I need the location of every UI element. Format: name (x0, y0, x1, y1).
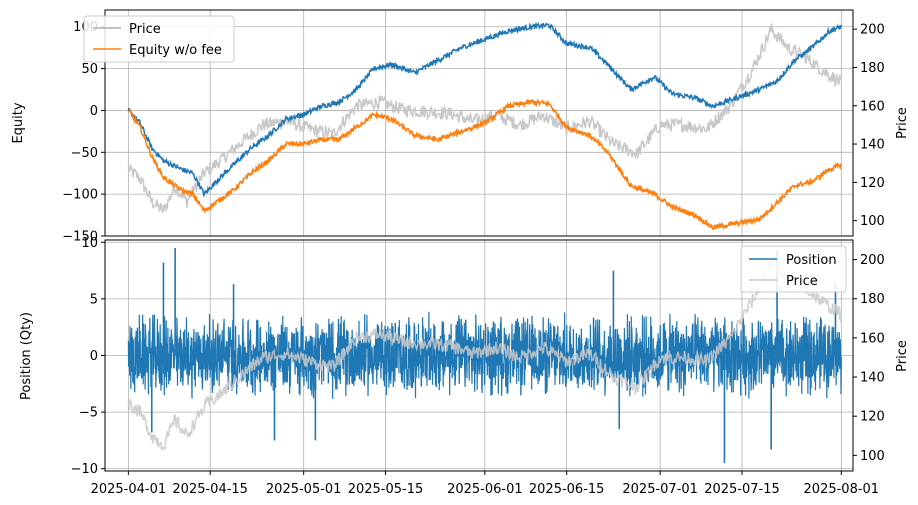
x-tick-label: 2025-06-01 (447, 482, 523, 497)
y-right-tick-label: 180 (860, 61, 885, 76)
x-tick-label: 2025-04-15 (172, 482, 248, 497)
equity-line (127, 21, 843, 198)
position-ticks: 10 5 0 −5 −10 200 180 160 140 120 100 (71, 236, 885, 477)
y-tick-label: −50 (71, 146, 98, 161)
x-tick-label: 2025-05-15 (348, 482, 424, 497)
legend-equity-wo-fee-label: Equity w/o fee (129, 43, 222, 58)
y-right-tick-label: 180 (860, 292, 885, 307)
y-right-tick-label: 160 (860, 331, 885, 346)
y-right-tick-label: 100 (860, 449, 885, 464)
position-right-y-label: Price (895, 340, 910, 372)
y-right-tick-label: 140 (860, 371, 885, 386)
y-tick-label: −10 (71, 462, 98, 477)
x-tick-label: 2025-07-15 (704, 482, 780, 497)
x-tick-label: 2025-07-01 (622, 482, 698, 497)
x-tick-label: 2025-06-15 (529, 482, 605, 497)
legend-price-label-bottom: Price (786, 274, 818, 289)
y-right-tick-label: 120 (860, 176, 885, 191)
y-tick-label: 5 (90, 292, 98, 307)
y-right-tick-label: 120 (860, 410, 885, 425)
legend-position-label: Position (786, 253, 837, 268)
y-right-tick-label: 200 (860, 253, 885, 268)
y-tick-label: 0 (90, 349, 98, 364)
equity-legend: Price Equity w/o fee (83, 15, 235, 63)
x-tick-label: 2025-05-01 (266, 482, 342, 497)
position-series-group (127, 247, 843, 464)
legend-price-label: Price (129, 22, 161, 37)
price-line-bottom (127, 254, 843, 451)
y-tick-label: −150 (62, 230, 98, 245)
equity-wo-fee-line (127, 98, 842, 231)
y-right-tick-label: 100 (860, 214, 885, 229)
position-legend: Position Price (740, 245, 847, 293)
y-right-tick-label: 200 (860, 23, 885, 38)
y-tick-label: 10 (81, 236, 98, 251)
y-right-tick-label: 160 (860, 99, 885, 114)
equity-legend-box (83, 15, 235, 63)
y-tick-label: 0 (90, 104, 98, 119)
x-axis-ticks: 2025-04-01 2025-04-15 2025-05-01 2025-05-15… (91, 471, 880, 497)
equity-right-y-label: Price (895, 107, 910, 139)
x-tick-label: 2025-08-01 (804, 482, 880, 497)
equity-axes-frame (104, 9, 854, 237)
equity-series-group (127, 21, 843, 231)
y-tick-label: −5 (79, 406, 98, 421)
equity-y-label: Equity (11, 102, 26, 143)
x-tick-label: 2025-04-01 (91, 482, 167, 497)
position-y-label: Position (Qty) (19, 312, 34, 400)
y-tick-label: 50 (81, 62, 98, 77)
y-tick-label: −100 (62, 188, 98, 203)
y-right-tick-label: 140 (860, 138, 885, 153)
